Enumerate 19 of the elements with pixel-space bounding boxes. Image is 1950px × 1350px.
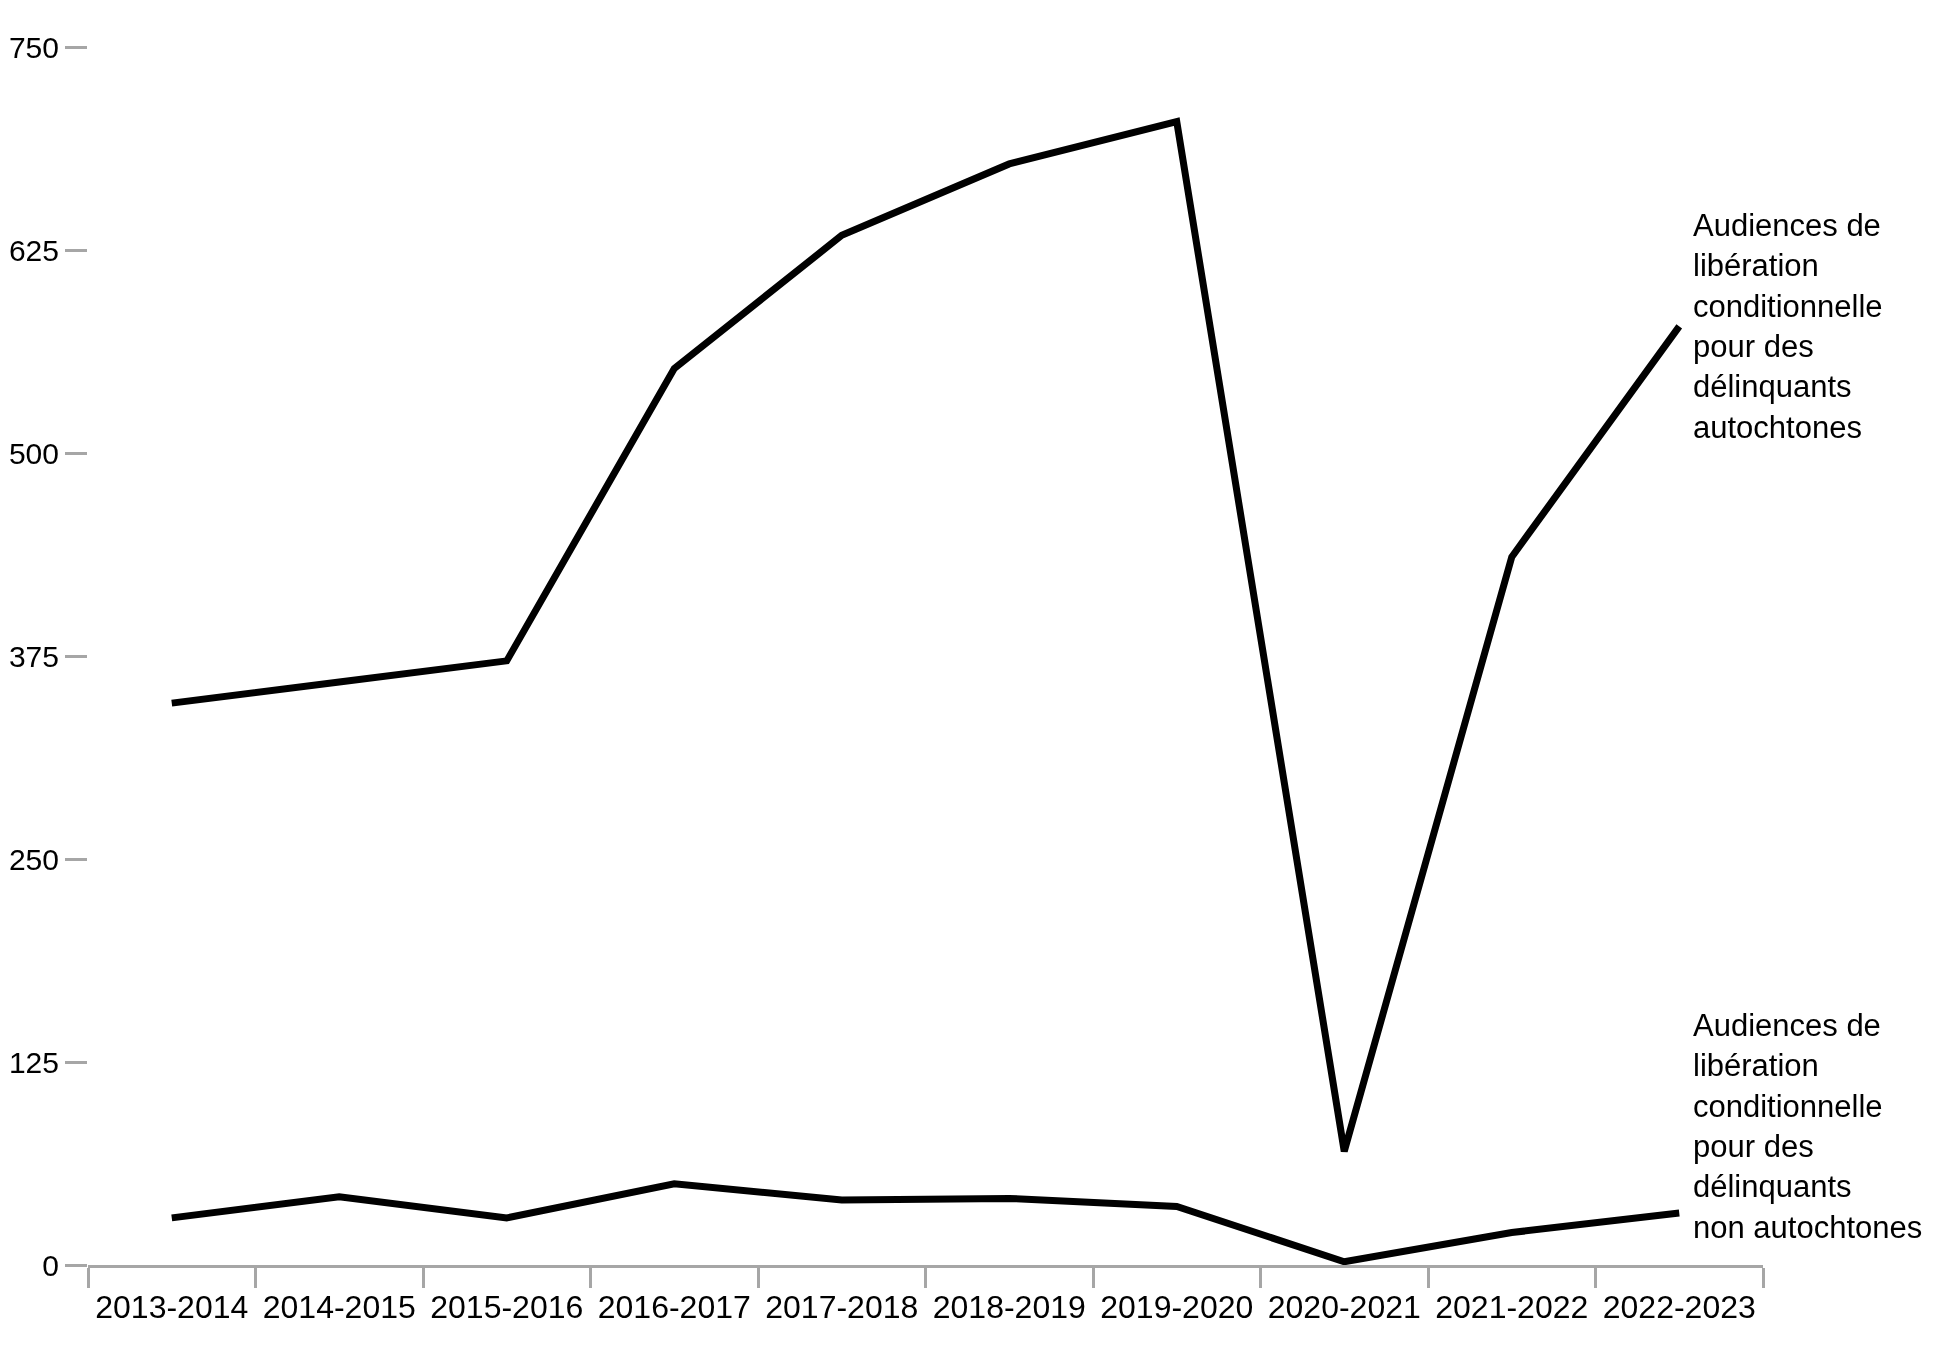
x-tick-label: 2018-2019 [932, 1289, 1086, 1326]
y-tick-label: 750 [8, 30, 59, 64]
y-tick-label: 0 [42, 1248, 59, 1282]
x-tick-label: 2019-2020 [1100, 1289, 1254, 1326]
x-tick-label: 2020-2021 [1267, 1289, 1421, 1326]
series-label: Audiences de libération conditionnelle pour des délinquants non autochtones [1693, 1008, 1923, 1245]
series-label: Audiences de libération conditionnelle pour des délinquants autochtones [1693, 208, 1883, 445]
y-tick-label: 125 [8, 1045, 59, 1079]
y-tick-label: 500 [8, 436, 59, 470]
x-tick-label: 2022-2023 [1602, 1289, 1756, 1326]
y-tick-label: 625 [8, 233, 59, 267]
x-tick-label: 2015-2016 [430, 1289, 584, 1326]
y-tick-label: 250 [8, 842, 59, 876]
y-tick-label: 375 [8, 639, 59, 673]
x-tick-label: 2021-2022 [1435, 1289, 1589, 1326]
x-tick-label: 2013-2014 [95, 1289, 249, 1326]
x-tick-label: 2016-2017 [597, 1289, 751, 1326]
x-tick-label: 2017-2018 [765, 1289, 919, 1326]
x-tick-label: 2014-2015 [262, 1289, 416, 1326]
